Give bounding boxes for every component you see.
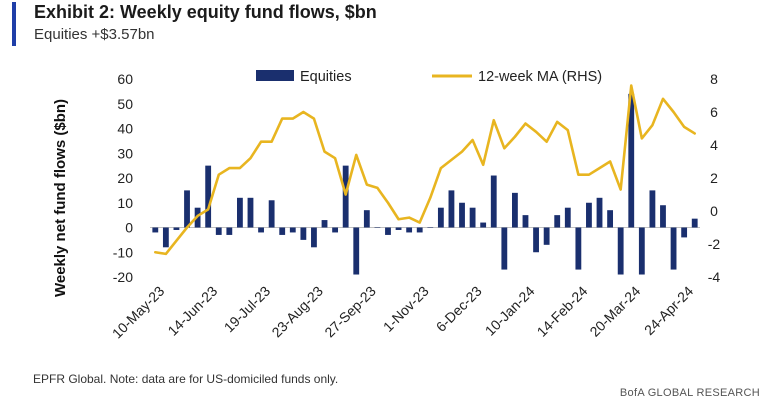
- equities-bar: [237, 197, 243, 228]
- chart-title: Exhibit 2: Weekly equity fund flows, $bn: [34, 2, 377, 22]
- equities-bar: [522, 215, 529, 228]
- x-tick-label: 24-Apr-24: [641, 283, 696, 338]
- equities-bar: [459, 202, 465, 228]
- equities-bar: [490, 175, 497, 228]
- y2-tick-label: 4: [710, 137, 718, 153]
- equities-bar: [321, 220, 328, 228]
- y2-tick-label: -2: [708, 236, 721, 252]
- equities-bar: [480, 222, 487, 228]
- equities-bar: [543, 227, 550, 245]
- y-tick-label: 50: [117, 96, 133, 112]
- equities-bar: [469, 207, 476, 228]
- legend-equities-swatch: [256, 70, 294, 81]
- equities-bar: [226, 227, 233, 235]
- x-tick-label: 10-May-23: [109, 283, 168, 342]
- equities-bar: [342, 165, 349, 228]
- equities-bar: [205, 165, 212, 228]
- y2-tick-label: 0: [710, 203, 718, 219]
- source-note: EPFR Global. Note: data are for US-domic…: [33, 372, 339, 386]
- equities-bar: [617, 227, 624, 275]
- chart-subtitle: Equities +$3.57bn: [34, 26, 155, 43]
- y2-tick-label: 8: [710, 71, 718, 87]
- x-tick-label: 6-Dec-23: [433, 283, 485, 335]
- equities-bar: [596, 197, 603, 228]
- y-tick-label: 30: [117, 145, 133, 161]
- equities-bar: [670, 227, 677, 270]
- equities-bar: [638, 227, 645, 275]
- title-accent-bar: [12, 2, 16, 46]
- x-tick-label: 1-Nov-23: [380, 283, 432, 335]
- y-axis-label: Weekly net fund flows ($bn): [52, 99, 69, 297]
- equities-bar: [660, 205, 666, 228]
- legend-equities-label: Equities: [300, 69, 352, 85]
- equities-bar: [215, 227, 222, 235]
- y-tick-label: 0: [125, 220, 133, 236]
- x-tick-label: 20-Mar-24: [586, 283, 643, 340]
- y2-tick-label: 2: [710, 170, 718, 186]
- y-tick-label: 60: [117, 71, 133, 87]
- x-tick-label: 19-Jul-23: [221, 283, 274, 336]
- y-tick-label: -20: [113, 269, 133, 285]
- x-tick-label: 27-Sep-23: [321, 283, 379, 341]
- equities-bar: [575, 227, 582, 270]
- equities-bar: [533, 227, 539, 253]
- equities-bar: [554, 215, 561, 228]
- y-tick-label: 20: [117, 170, 133, 186]
- equities-bar: [162, 227, 169, 248]
- equities-bar: [416, 227, 423, 233]
- equities-bar: [628, 93, 635, 228]
- equities-bar: [268, 200, 275, 228]
- equities-bar: [691, 218, 698, 228]
- equities-bar: [363, 210, 370, 228]
- equities-bar: [173, 227, 180, 230]
- equities-bar: [395, 227, 402, 230]
- x-tick-label: 23-Aug-23: [268, 283, 326, 341]
- equities-bar: [152, 227, 159, 233]
- equities-bar: [353, 227, 360, 275]
- x-tick-label: 14-Jun-23: [164, 283, 220, 339]
- equities-bar: [311, 227, 317, 248]
- x-tick-label: 14-Feb-24: [534, 283, 591, 340]
- equities-bar: [427, 227, 434, 228]
- equities-bar: [300, 227, 307, 240]
- equities-bar: [512, 192, 518, 228]
- equities-bar: [332, 227, 339, 233]
- y-tick-label: -10: [113, 244, 133, 260]
- y2-tick-label: -4: [708, 269, 721, 285]
- equities-bar: [564, 207, 571, 228]
- ma-line: [153, 84, 697, 256]
- equities-bar: [607, 210, 614, 228]
- equities-bar: [501, 227, 508, 270]
- equities-bar: [586, 202, 592, 228]
- equities-bar: [184, 190, 190, 228]
- equities-bar: [437, 207, 444, 228]
- equities-bar: [247, 197, 254, 228]
- y-tick-label: 10: [117, 195, 133, 211]
- equities-bar: [385, 227, 391, 235]
- equities-bar: [374, 227, 381, 228]
- equities-bar: [448, 190, 455, 228]
- equities-bar: [258, 227, 264, 233]
- x-tick-label: 10-Jan-24: [482, 283, 538, 339]
- y2-tick-label: 6: [710, 104, 718, 120]
- research-credit: BofA GLOBAL RESEARCH: [619, 387, 760, 399]
- equities-bar: [681, 227, 688, 238]
- equities-bar: [289, 227, 296, 233]
- equities-bar: [279, 227, 286, 235]
- y-tick-label: 40: [117, 121, 133, 137]
- equities-bar: [649, 190, 656, 228]
- equities-bar: [406, 227, 413, 233]
- legend-ma-label: 12-week MA (RHS): [478, 69, 602, 85]
